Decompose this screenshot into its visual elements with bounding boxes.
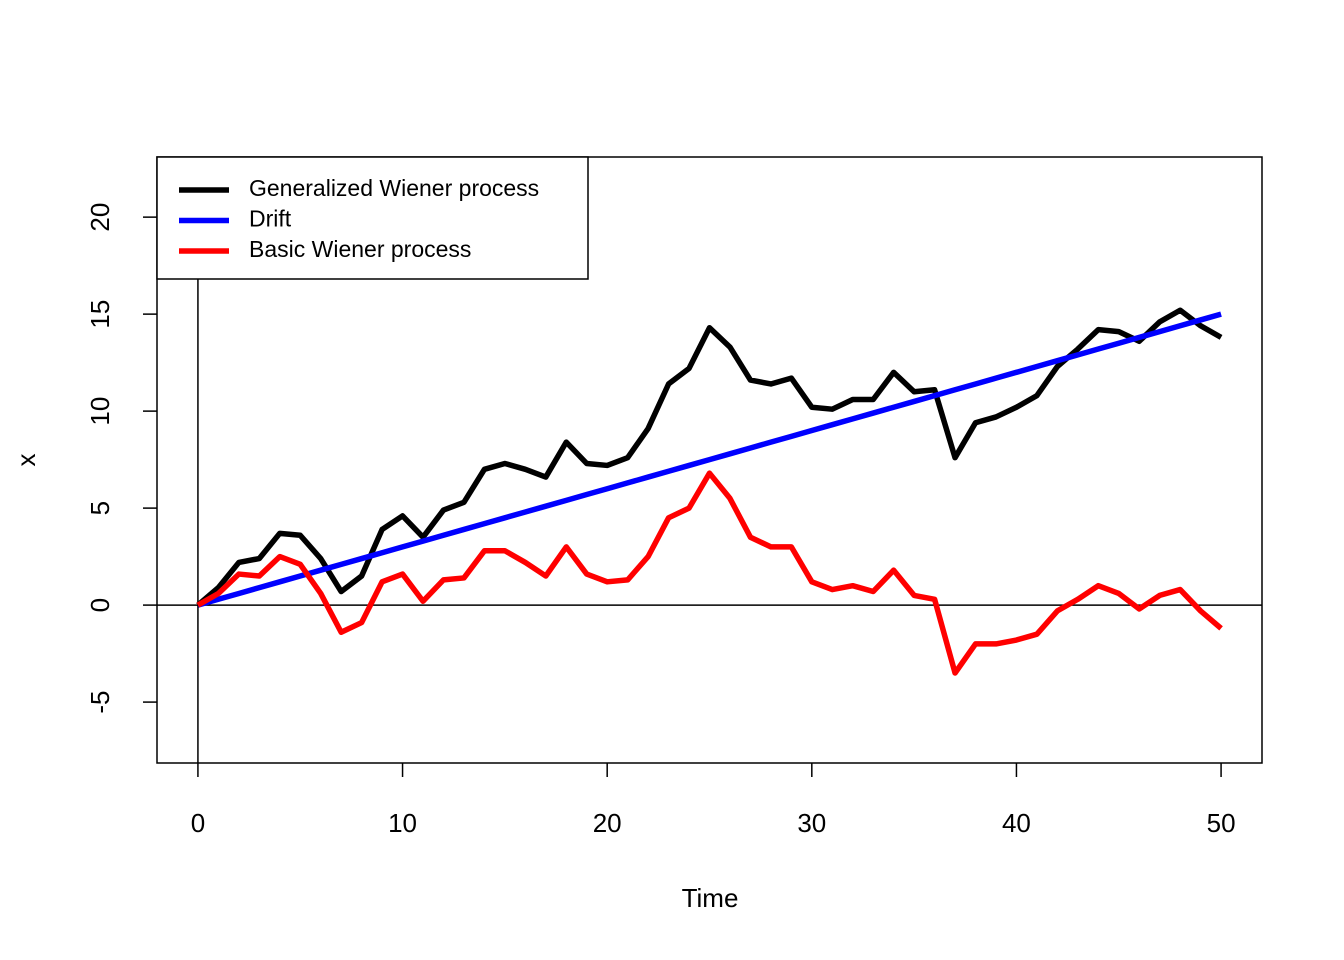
y-axis-label: x (11, 454, 41, 467)
x-tick-label: 30 (797, 808, 826, 838)
x-tick-label: 50 (1207, 808, 1236, 838)
x-axis-label: Time (682, 883, 739, 913)
line-series (197, 311, 1222, 608)
x-tick-label: 40 (1002, 808, 1031, 838)
y-tick-label: 10 (85, 397, 115, 426)
y-tick-label: 15 (85, 300, 115, 329)
y-tick-label: 0 (85, 598, 115, 612)
x-tick-label: 0 (191, 808, 205, 838)
x-tick-label: 20 (593, 808, 622, 838)
line-series (196, 307, 1223, 608)
y-tick-label: 20 (85, 203, 115, 232)
legend-label: Generalized Wiener process (249, 175, 539, 201)
y-tick-label: -5 (85, 691, 115, 714)
legend-label: Drift (249, 206, 292, 232)
legend-label: Basic Wiener process (249, 236, 471, 262)
y-tick-label: 5 (85, 501, 115, 515)
line-series (196, 470, 1223, 676)
plot-frame (156, 156, 1263, 764)
x-tick-label: 10 (388, 808, 417, 838)
